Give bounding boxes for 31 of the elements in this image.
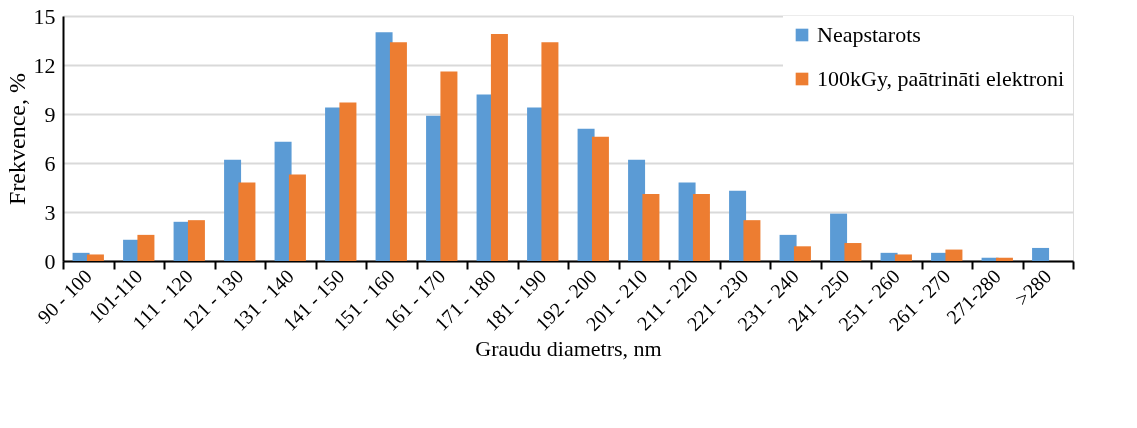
- bar: [86, 254, 104, 261]
- bar: [591, 136, 609, 261]
- bar: [137, 234, 155, 261]
- y-tick-label: 12: [33, 52, 56, 78]
- bar: [288, 174, 306, 261]
- y-axis-title: Frekvence, %: [3, 73, 30, 205]
- bar: [1032, 247, 1050, 261]
- bar: [238, 182, 256, 261]
- bar: [541, 42, 559, 261]
- y-tick-label: 0: [44, 248, 56, 274]
- bar: [894, 254, 912, 261]
- bar: [793, 246, 811, 261]
- bar: [945, 249, 963, 261]
- bar: [490, 33, 508, 261]
- y-tick-label: 15: [33, 3, 56, 29]
- legend-label: 100kGy, paātrināti elektroni: [817, 66, 1065, 91]
- bar: [389, 42, 407, 261]
- bar: [339, 102, 357, 261]
- bar: [830, 213, 848, 261]
- legend-label: Neapstarots: [817, 22, 921, 47]
- bar: [844, 243, 862, 261]
- bar: [187, 220, 205, 261]
- y-tick-label: 9: [44, 101, 56, 127]
- y-tick-label: 6: [44, 150, 56, 176]
- bar: [642, 194, 660, 261]
- y-tick-label: 3: [44, 199, 56, 225]
- bar: [692, 194, 710, 261]
- bar: [743, 220, 761, 261]
- bar: [440, 71, 458, 261]
- x-axis-title: Graudu diametrs, nm: [475, 335, 662, 361]
- bar: [995, 257, 1013, 261]
